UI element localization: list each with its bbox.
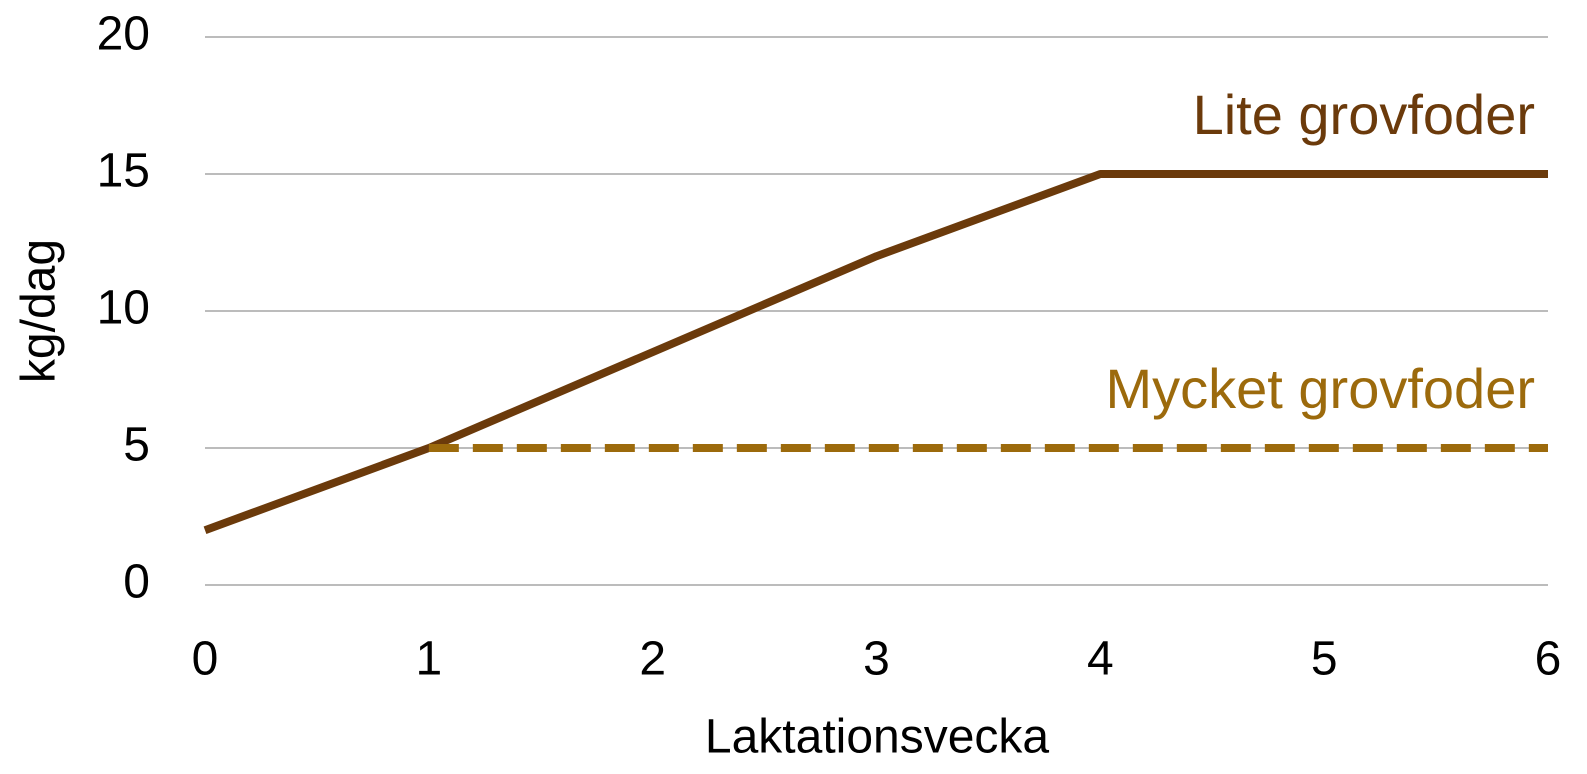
x-axis-label: Laktationsvecka xyxy=(705,711,1050,764)
x-tick-label: 6 xyxy=(1535,633,1562,686)
series-line xyxy=(203,170,1548,534)
x-tick-label: 0 xyxy=(192,633,219,686)
series-label: Lite grovfoder xyxy=(1193,83,1535,146)
x-tick-label: 5 xyxy=(1311,633,1338,686)
x-tick-label: 2 xyxy=(639,633,666,686)
y-axis-label: kg/dag xyxy=(13,239,66,383)
y-tick-label: 15 xyxy=(97,145,150,198)
y-tick-label: 10 xyxy=(97,282,150,335)
x-tick-label: 1 xyxy=(415,633,442,686)
y-tick-label: 5 xyxy=(123,419,150,472)
y-tick-label: 0 xyxy=(123,556,150,609)
x-tick-label: 4 xyxy=(1087,633,1114,686)
x-tick-label: 3 xyxy=(863,633,890,686)
y-tick-label: 20 xyxy=(97,8,150,61)
series-label: Mycket grovfoder xyxy=(1106,357,1536,420)
